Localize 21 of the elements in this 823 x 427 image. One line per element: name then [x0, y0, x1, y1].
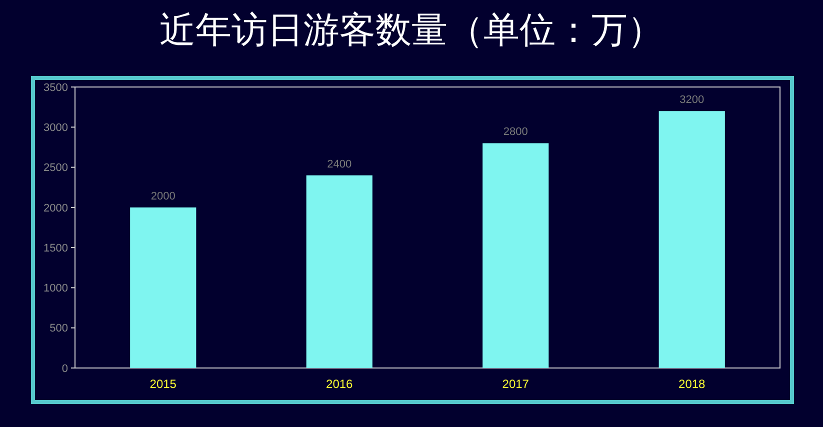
bar [482, 143, 549, 368]
y-tick-label: 500 [50, 322, 68, 335]
y-tick-label: 1500 [44, 242, 68, 254]
x-tick-label: 2015 [150, 377, 177, 391]
y-tick-label: 0 [62, 362, 68, 375]
x-tick-label: 2017 [502, 377, 530, 391]
bar [130, 207, 196, 368]
data-label: 3200 [680, 94, 704, 106]
y-tick-label: 3000 [44, 122, 68, 134]
data-label: 2800 [503, 126, 528, 138]
y-tick-label: 1000 [44, 282, 68, 295]
x-tick-label: 2018 [678, 377, 706, 391]
y-tick-label: 3500 [44, 82, 68, 94]
bar [658, 111, 725, 368]
data-label: 2400 [327, 158, 352, 170]
y-tick-label: 2000 [44, 202, 68, 214]
y-tick-label: 2500 [44, 162, 68, 174]
data-label: 2000 [150, 190, 176, 202]
chart-title: 近年访日游客数量（单位：万） [160, 10, 664, 51]
bar [306, 175, 372, 368]
x-tick-label: 2016 [326, 377, 354, 391]
